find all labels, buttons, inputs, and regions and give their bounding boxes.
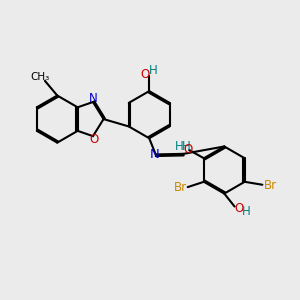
Text: H: H xyxy=(242,205,250,218)
Text: O: O xyxy=(184,142,193,156)
Text: O: O xyxy=(140,68,150,81)
Text: Br: Br xyxy=(173,181,187,194)
Text: N: N xyxy=(150,148,160,161)
Text: H: H xyxy=(176,140,184,153)
Text: H: H xyxy=(182,140,190,153)
Text: CH₃: CH₃ xyxy=(30,72,49,82)
Text: O: O xyxy=(234,202,243,214)
Text: H: H xyxy=(149,64,158,77)
Text: O: O xyxy=(89,134,98,146)
Text: N: N xyxy=(89,92,98,105)
Text: Br: Br xyxy=(264,179,277,192)
